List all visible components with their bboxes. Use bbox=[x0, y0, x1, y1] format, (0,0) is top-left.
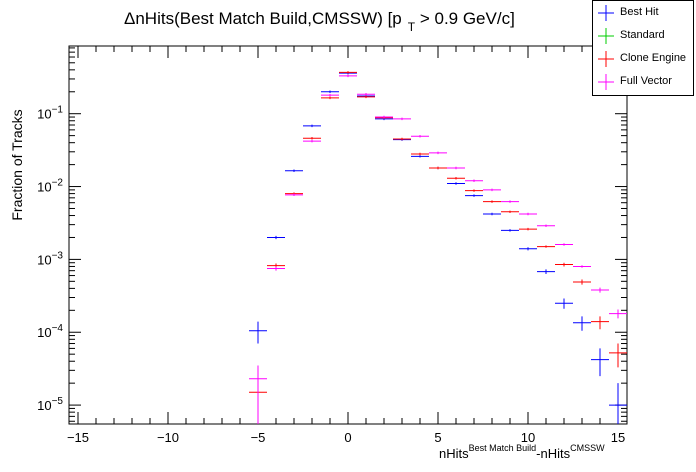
y-tick-label-exponent: −4 bbox=[52, 323, 64, 334]
y-tick-label-exponent: −1 bbox=[52, 105, 64, 116]
legend-item-standard: Standard bbox=[593, 25, 693, 47]
x-tick-label: −15 bbox=[67, 430, 89, 445]
y-tick-label: 10−5 bbox=[37, 396, 63, 413]
y-tick-label: 10−2 bbox=[37, 178, 63, 195]
y-tick-label-base: 10 bbox=[37, 180, 51, 195]
chart-title: ΔnHits(Best Match Build,CMSSW) [p T > 0.9… bbox=[124, 9, 515, 34]
x-axis-label-main1: nHits bbox=[439, 446, 469, 461]
y-tick-label: 10−3 bbox=[37, 250, 63, 267]
x-axis-label-sup1: Best Match Build bbox=[469, 443, 537, 453]
legend-label-best-hit: Best Hit bbox=[620, 6, 659, 18]
series-best-hit bbox=[249, 71, 627, 424]
x-tick-label: 15 bbox=[611, 430, 625, 445]
chart-title-main: ΔnHits(Best Match Build,CMSSW) [p bbox=[124, 9, 402, 28]
series-clone-engine bbox=[249, 71, 627, 424]
y-tick-label-exponent: −3 bbox=[52, 250, 64, 261]
y-tick-label-exponent: −2 bbox=[52, 178, 64, 189]
x-tick-label: 0 bbox=[344, 430, 351, 445]
y-tick-label: 10−4 bbox=[37, 323, 63, 340]
y-axis-label: Fraction of Tracks bbox=[9, 109, 25, 220]
x-tick-label: −5 bbox=[251, 430, 266, 445]
legend-item-best-hit: Best Hit bbox=[593, 2, 693, 24]
y-tick-label: 10−1 bbox=[37, 105, 63, 122]
x-axis-label-main2: -nHits bbox=[536, 446, 570, 461]
legend-marker-full-vector bbox=[598, 74, 614, 90]
plot-area-border bbox=[68, 45, 628, 425]
legend-label-clone-engine: Clone Engine bbox=[620, 52, 687, 64]
y-tick-label-base: 10 bbox=[37, 107, 51, 122]
legend-item-full-vector: Full Vector bbox=[593, 71, 693, 93]
y-tick-label-base: 10 bbox=[37, 398, 51, 413]
x-tick-label: 5 bbox=[434, 430, 441, 445]
legend-marker-standard bbox=[598, 28, 614, 44]
x-tick-label: −10 bbox=[157, 430, 179, 445]
x-tick-label: 10 bbox=[521, 430, 535, 445]
x-axis-label: nHitsBest Match Build-nHitsCMSSW bbox=[439, 443, 605, 461]
legend-label-standard: Standard bbox=[620, 29, 665, 41]
chart-title-subscript: T bbox=[408, 20, 416, 34]
y-tick-label-base: 10 bbox=[37, 325, 51, 340]
y-tick-label-base: 10 bbox=[37, 252, 51, 267]
data-marks bbox=[249, 71, 627, 424]
series-full-vector bbox=[249, 74, 627, 424]
y-tick-label-exponent: −5 bbox=[52, 396, 64, 407]
legend-label-full-vector: Full Vector bbox=[620, 75, 672, 87]
plot-frame bbox=[68, 45, 628, 425]
legend-item-clone-engine: Clone Engine bbox=[593, 48, 693, 70]
legend-marker-best-hit bbox=[598, 5, 614, 21]
legend: Best Hit Standard Clone Engine Full Vect… bbox=[592, 0, 694, 96]
chart-title-tail: > 0.9 GeV/c] bbox=[415, 9, 515, 28]
x-axis-label-sup2: CMSSW bbox=[570, 443, 605, 453]
legend-marker-clone-engine bbox=[598, 51, 614, 67]
